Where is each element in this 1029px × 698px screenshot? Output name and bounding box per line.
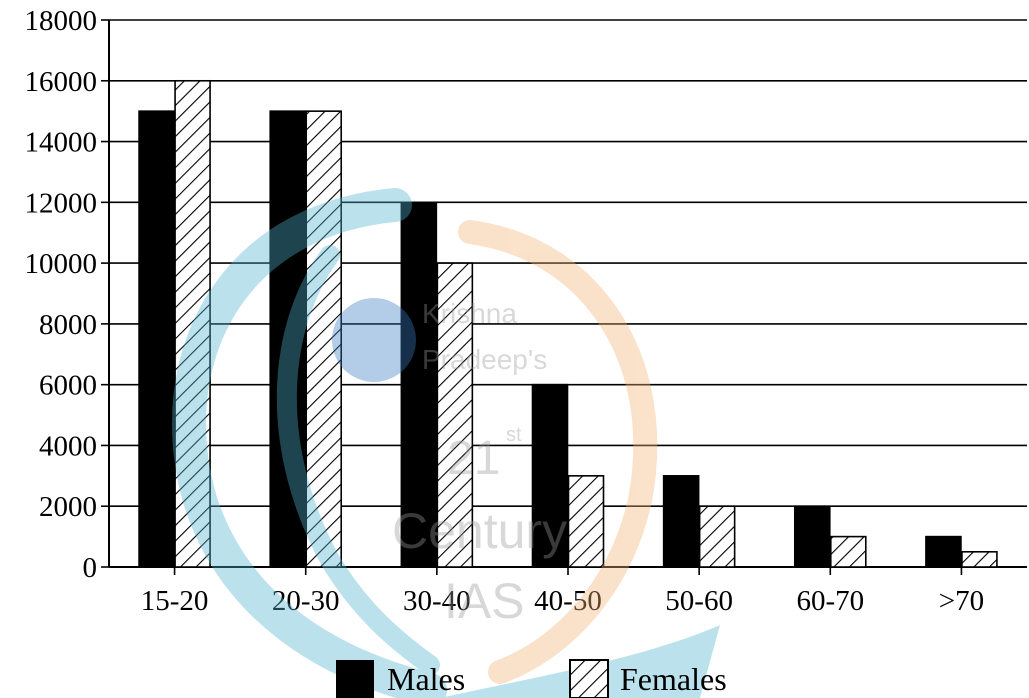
y-tick-label: 8000 — [39, 309, 97, 341]
bar-females — [698, 505, 736, 568]
bar-females — [829, 535, 867, 568]
watermark-text-21: 21 — [447, 432, 500, 485]
bar-males — [925, 535, 962, 568]
watermark-blue-dot — [332, 298, 416, 382]
bars — [138, 79, 998, 568]
bar-females — [436, 262, 474, 568]
gridlines — [109, 19, 1027, 508]
watermark-logo: Krishna Pradeep's 21 st Century IAS — [172, 188, 720, 698]
y-tick-label: 18000 — [25, 5, 98, 37]
tick-labels: 0 2000 4000 6000 8000 10000 12000 14000 16000 180… — [25, 5, 985, 617]
watermark-text-pradeeps: Pradeep's — [422, 344, 547, 375]
bar-males — [269, 110, 307, 568]
x-tick-label: 15-20 — [141, 585, 209, 617]
bar-males — [531, 383, 569, 568]
bar-females — [567, 475, 605, 568]
watermark-text-krishna: Krishna — [422, 298, 517, 329]
bar-males — [400, 201, 438, 568]
x-tick-label: 30-40 — [403, 585, 471, 617]
y-tick-label: 2000 — [39, 491, 97, 523]
x-tick-label: 50-60 — [665, 585, 733, 617]
x-tick-label: 40-50 — [534, 585, 602, 617]
bar-males — [138, 110, 175, 568]
y-tick-label: 14000 — [25, 127, 98, 159]
watermark-teal-swoosh — [172, 188, 447, 698]
y-tick-label: 16000 — [25, 66, 98, 98]
x-tick-label: 20-30 — [272, 585, 340, 617]
bar-males — [662, 475, 700, 568]
x-tick-label: >70 — [939, 585, 984, 617]
bar-males — [793, 505, 831, 568]
legend: Males Females — [336, 659, 727, 698]
x-tick-label: 60-70 — [796, 585, 864, 617]
legend-swatch-females — [569, 659, 609, 698]
legend-label-males: Males — [387, 661, 465, 697]
y-tick-label: 4000 — [39, 430, 97, 462]
watermark-text-st: st — [506, 424, 522, 446]
bar-females — [305, 110, 343, 568]
bar-females — [174, 79, 211, 568]
y-tick-label: 12000 — [25, 187, 98, 219]
legend-swatch-males — [336, 660, 374, 698]
y-tick-label: 6000 — [39, 370, 97, 402]
legend-label-females: Females — [620, 661, 727, 697]
watermark-text-ias: IAS — [444, 573, 525, 629]
y-tick-label: 10000 — [25, 248, 98, 280]
watermark-teal-swoosh-inner — [276, 245, 440, 675]
watermark-text-century: Century — [392, 503, 567, 559]
watermark-teal-bottom — [440, 625, 720, 698]
y-tick-label: 0 — [83, 552, 98, 584]
bar-females — [961, 551, 998, 568]
watermark-orange-arc — [458, 220, 658, 684]
